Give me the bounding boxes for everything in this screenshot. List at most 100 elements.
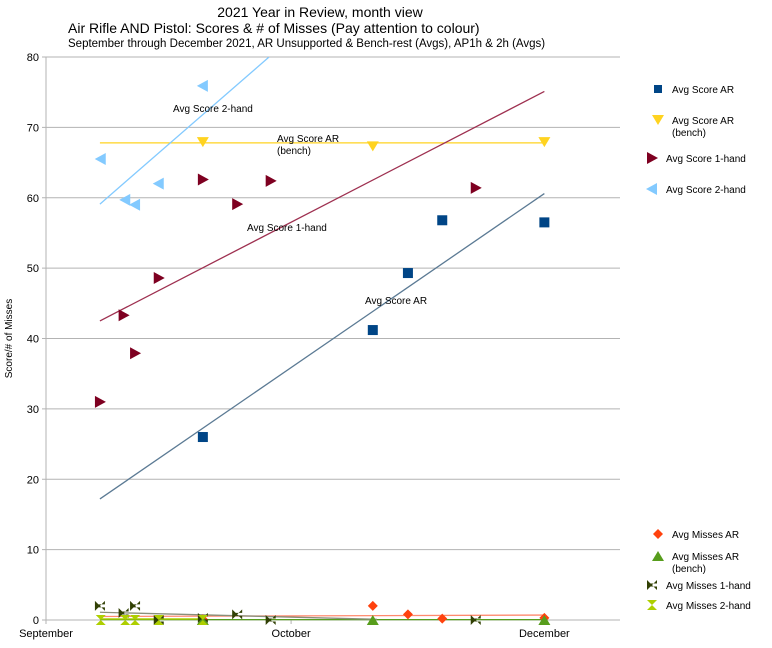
legend-label-line: Avg Score 2-hand bbox=[666, 185, 746, 196]
data-point bbox=[539, 217, 550, 228]
data-point bbox=[153, 271, 165, 284]
data-point bbox=[437, 215, 448, 226]
data-point bbox=[94, 395, 106, 408]
trend-line bbox=[99, 90, 545, 322]
trend-label: Avg Score 2-hand bbox=[173, 104, 253, 115]
series-avg-score-1-hand bbox=[94, 173, 482, 408]
data-point bbox=[196, 79, 208, 92]
data-point bbox=[153, 615, 164, 625]
y-tick-label: 30 bbox=[27, 404, 39, 416]
trend-lines bbox=[99, 57, 545, 621]
data-point bbox=[265, 174, 277, 187]
series-avg-misses-2-hand bbox=[95, 615, 208, 625]
data-point bbox=[130, 347, 142, 360]
y-axis-label: Score/# of Misses bbox=[4, 299, 15, 378]
data-point bbox=[538, 137, 551, 148]
series-avg-score-ar-bench- bbox=[196, 137, 551, 152]
legend-marker bbox=[647, 580, 657, 590]
legend-label-line: Avg Score AR bbox=[672, 85, 734, 96]
legend-label: Avg Score 1-hand bbox=[666, 154, 746, 165]
trend-line bbox=[99, 614, 545, 618]
legend-item: Avg Misses AR bbox=[653, 529, 739, 541]
x-tick-label: October bbox=[272, 628, 311, 640]
legend-item: Avg Misses AR (bench) bbox=[652, 551, 739, 575]
trend-line bbox=[99, 57, 270, 205]
y-tick-label: 20 bbox=[27, 474, 39, 486]
legend-marker bbox=[647, 152, 658, 164]
x-tick-label: September bbox=[19, 628, 73, 640]
data-point bbox=[402, 609, 413, 620]
legend-label: Avg Misses AR bbox=[672, 530, 739, 541]
legend-label: Avg Score AR (bench) bbox=[672, 116, 734, 139]
data-point bbox=[119, 193, 131, 206]
data-point bbox=[437, 613, 448, 624]
trend-label: Avg Score 1-hand bbox=[247, 223, 327, 234]
y-tick-label: 60 bbox=[27, 193, 39, 205]
data-point bbox=[130, 600, 141, 611]
legend-label: Avg Misses 1-hand bbox=[666, 581, 751, 592]
legend-label: Avg Misses AR (bench) bbox=[672, 552, 739, 575]
data-point bbox=[152, 177, 164, 190]
chart-subtitle-2: September through December 2021, AR Unsu… bbox=[68, 38, 546, 50]
chart-subtitle: Air Rifle AND Pistol: Scores & # of Miss… bbox=[68, 20, 480, 36]
legend-marker bbox=[654, 85, 662, 93]
data-point bbox=[130, 615, 141, 625]
trend-label-line: Avg Score AR bbox=[277, 134, 339, 145]
y-tick-label: 50 bbox=[27, 263, 39, 275]
y-tick-label: 80 bbox=[27, 52, 39, 64]
legend-label: Avg Misses 2-hand bbox=[666, 601, 751, 612]
trend-label: Avg Score AR bbox=[365, 296, 427, 307]
legend-label-line: Avg Misses 2-hand bbox=[666, 601, 751, 612]
data-point bbox=[94, 153, 106, 166]
series-avg-score-2-hand bbox=[94, 79, 208, 211]
data-point bbox=[470, 615, 481, 625]
data-point bbox=[94, 600, 105, 611]
trend-label-line: Avg Score 1-hand bbox=[247, 223, 327, 234]
data-point bbox=[232, 609, 243, 620]
legend-item: Avg Misses 2-hand bbox=[647, 600, 751, 612]
legend-marker bbox=[652, 551, 664, 561]
legend-marker bbox=[647, 600, 657, 610]
data-point bbox=[118, 309, 130, 322]
data-point bbox=[367, 325, 378, 336]
data-point bbox=[197, 173, 209, 186]
legend-marker bbox=[652, 115, 664, 125]
data-point bbox=[470, 181, 482, 194]
data-point bbox=[197, 615, 208, 625]
trend-label-line: Avg Score 2-hand bbox=[173, 104, 253, 115]
legend-item: Avg Score AR (bench) bbox=[652, 115, 734, 139]
data-point bbox=[265, 615, 276, 625]
y-tick-label: 0 bbox=[33, 615, 39, 627]
data-point bbox=[366, 615, 379, 625]
data-point bbox=[366, 141, 379, 152]
legend-label-line: (bench) bbox=[672, 564, 706, 575]
legend-item: Avg Score AR bbox=[654, 85, 734, 96]
legend-item: Avg Misses 1-hand bbox=[647, 580, 751, 592]
y-tick-label: 70 bbox=[27, 122, 39, 134]
legend-item: Avg Score 1-hand bbox=[647, 152, 746, 165]
legend-item: Avg Score 2-hand bbox=[646, 183, 746, 196]
legend-label-line: Avg Misses 1-hand bbox=[666, 581, 751, 592]
data-point bbox=[129, 198, 141, 211]
trend-label: Avg Score AR (bench) bbox=[277, 134, 339, 157]
legend-marker bbox=[653, 529, 663, 539]
data-point bbox=[232, 198, 244, 211]
data-point bbox=[95, 615, 106, 625]
data-point bbox=[120, 615, 131, 625]
legend-label-line: Avg Misses AR bbox=[672, 530, 739, 541]
trend-label-line: (bench) bbox=[277, 146, 311, 157]
data-point bbox=[197, 432, 208, 443]
legend-label: Avg Score AR bbox=[672, 85, 734, 96]
trend-line bbox=[99, 192, 545, 500]
data-point bbox=[402, 268, 413, 279]
x-tick-label: December bbox=[519, 628, 570, 640]
data-point bbox=[367, 600, 378, 611]
legend-marker bbox=[646, 183, 657, 195]
trend-label-line: Avg Score AR bbox=[365, 296, 427, 307]
series-avg-score-ar bbox=[197, 215, 550, 443]
chart-title: 2021 Year in Review, month view bbox=[217, 4, 423, 20]
data-point bbox=[538, 615, 551, 625]
legend-label-line: Avg Misses AR bbox=[672, 552, 739, 563]
y-tick-label: 40 bbox=[27, 334, 39, 346]
